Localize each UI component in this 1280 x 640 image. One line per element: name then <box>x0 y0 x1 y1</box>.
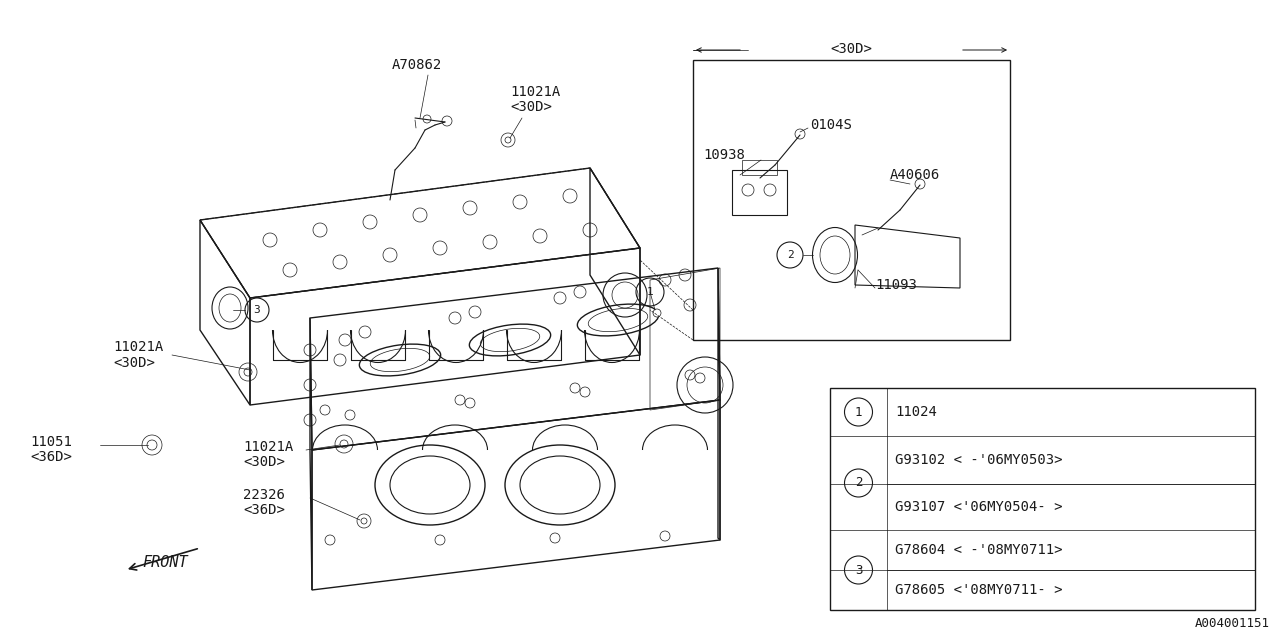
Text: <30D>: <30D> <box>243 455 285 469</box>
Circle shape <box>653 309 660 317</box>
Text: 2: 2 <box>787 250 794 260</box>
Text: <30D>: <30D> <box>113 356 155 370</box>
Text: <36D>: <36D> <box>243 503 285 517</box>
Text: G78604 < -'08MY0711>: G78604 < -'08MY0711> <box>895 543 1062 557</box>
Text: <36D>: <36D> <box>29 450 72 464</box>
Text: 11021A: 11021A <box>243 440 293 454</box>
Bar <box>829 388 1254 610</box>
Text: 0104S: 0104S <box>810 118 852 132</box>
Text: 1: 1 <box>646 287 653 297</box>
Bar <box>732 170 787 215</box>
Text: 2: 2 <box>855 477 863 490</box>
Text: 11093: 11093 <box>876 278 916 292</box>
Text: 10938: 10938 <box>703 148 745 162</box>
Text: FRONT: FRONT <box>142 555 188 570</box>
Text: A70862: A70862 <box>392 58 443 72</box>
Text: <30D>: <30D> <box>829 42 872 56</box>
Text: <30D>: <30D> <box>509 100 552 114</box>
Text: 11024: 11024 <box>895 405 937 419</box>
Text: 11021A: 11021A <box>509 85 561 99</box>
Text: 22326: 22326 <box>243 488 285 502</box>
Text: A004001151: A004001151 <box>1196 617 1270 630</box>
Text: 11021A: 11021A <box>113 340 164 354</box>
Text: 3: 3 <box>855 563 863 577</box>
Text: G78605 <'08MY0711- >: G78605 <'08MY0711- > <box>895 583 1062 597</box>
Text: 11051: 11051 <box>29 435 72 449</box>
Text: G93102 < -'06MY0503>: G93102 < -'06MY0503> <box>895 453 1062 467</box>
Bar <box>742 160 777 175</box>
Bar <box>692 60 1010 340</box>
Text: 3: 3 <box>253 305 260 315</box>
Text: A40606: A40606 <box>890 168 941 182</box>
Text: G93107 <'06MY0504- >: G93107 <'06MY0504- > <box>895 500 1062 514</box>
Text: 1: 1 <box>855 406 863 419</box>
